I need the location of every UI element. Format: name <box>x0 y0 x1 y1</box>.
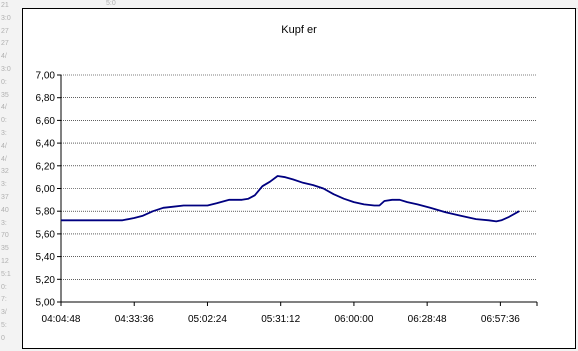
sheet-cell: 40 <box>1 206 9 214</box>
axes <box>57 74 538 306</box>
y-tick-label: 5,20 <box>36 275 56 286</box>
sheet-cell: 35 <box>1 91 9 99</box>
sheet-cell: 4/ <box>1 155 7 163</box>
sheet-cell: 70 <box>1 232 9 240</box>
sheet-cell: 4/ <box>1 53 7 61</box>
y-tick-labels: 5,00 5,20 5,40 5,60 5,80 6,00 6,20 6,40 6,60 6,80… <box>36 71 56 309</box>
sheet-cell: 4/ <box>1 104 7 112</box>
sheet-cell: 0 <box>1 334 5 342</box>
sheet-cell: 27 <box>1 27 9 35</box>
y-tick-label: 5,40 <box>36 252 56 263</box>
sheet-cell: 21 <box>1 2 9 9</box>
sheet-cell: 7: <box>1 296 7 304</box>
y-tick-label: 5,60 <box>36 229 56 240</box>
x-tick-label: 05:02:24 <box>188 314 227 325</box>
sheet-cell: 3: <box>1 181 7 189</box>
sheet-cell: 12 <box>1 258 9 265</box>
sheet-cell: 5:0 <box>106 0 116 7</box>
series <box>61 175 520 223</box>
sheet-cell: 3/ <box>1 309 7 317</box>
x-tick-labels: 04:04:48 04:33:36 05:02:24 05:31:12 06:00:00… <box>42 314 521 325</box>
y-tick-label: 5,00 <box>36 298 56 309</box>
y-tick-label: 6,00 <box>36 184 56 195</box>
sheet-cell: 32 <box>1 168 9 176</box>
y-tick-label: 6,20 <box>36 161 56 172</box>
sheet-cell: 3: <box>1 219 7 227</box>
x-tick-label: 06:57:36 <box>481 314 520 325</box>
gridlines <box>61 74 537 280</box>
sheet-cell: 3:0 <box>1 14 11 22</box>
chart-title: Kupf er <box>281 24 317 36</box>
x-tick-label: 05:31:12 <box>261 314 300 325</box>
sheet-cell: 0: <box>1 78 7 86</box>
y-tick-label: 6,40 <box>36 139 56 150</box>
y-tick-label: 6,60 <box>36 116 56 127</box>
x-tick-label: 06:00:00 <box>334 314 373 325</box>
x-tick-label: 04:04:48 <box>42 314 81 325</box>
y-tick-label: 6,80 <box>36 93 56 104</box>
x-tick-label: 06:28:48 <box>408 314 447 325</box>
sheet-cell: 5: <box>1 322 7 329</box>
series-line <box>61 175 520 223</box>
sheet-cell: 0: <box>1 283 7 291</box>
chart-area[interactable] <box>22 8 576 349</box>
y-tick-label: 7,00 <box>36 71 56 82</box>
sheet-cell: 4/ <box>1 142 7 150</box>
sheet-cell: 37 <box>1 194 9 201</box>
sheet-cell: 35 <box>1 245 9 253</box>
y-tick-label: 5,80 <box>36 207 56 218</box>
x-tick-label: 04:33:36 <box>115 314 154 325</box>
sheet-cell: 3: <box>1 130 7 137</box>
sheet-cell: 3:0 <box>1 66 11 73</box>
sheet-left-column: 21 3:0 27 27 4/3:0 0: 35 4/0: 3: 4/4/32 3: 37 40 3: 70… <box>0 0 22 351</box>
sheet-cell: 5:1 <box>1 270 11 278</box>
sheet-cell: 27 <box>1 40 9 48</box>
sheet-cell: 0: <box>1 117 7 125</box>
